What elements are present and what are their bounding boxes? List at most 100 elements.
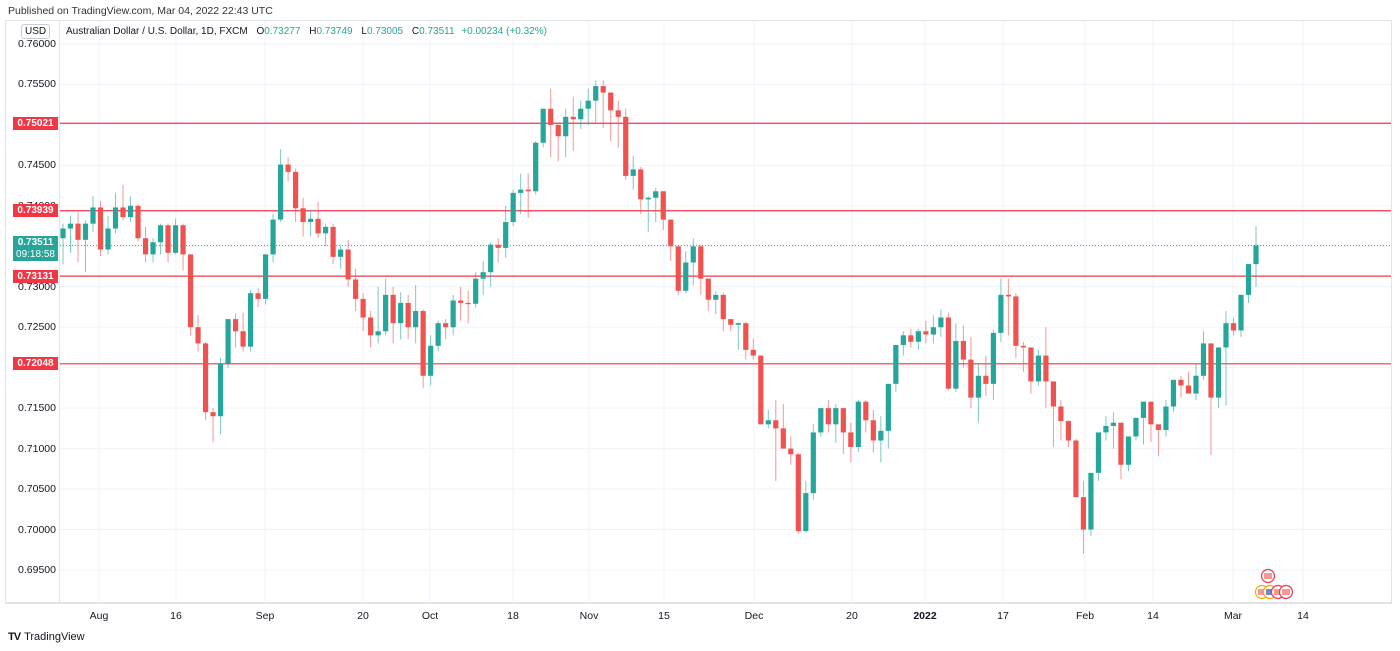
candle-body	[810, 432, 816, 494]
candle-body	[953, 340, 959, 389]
candle-body	[1020, 345, 1027, 348]
candle-body	[660, 191, 666, 220]
candle-body	[1118, 422, 1124, 465]
current-price-value: 0.73511	[17, 237, 54, 248]
candle-body	[848, 432, 854, 447]
candle-body	[67, 223, 74, 229]
candle-body	[668, 219, 674, 247]
candle-body	[157, 225, 164, 243]
candle-body	[945, 317, 951, 389]
candle-body	[713, 294, 719, 300]
high-label: H	[309, 26, 317, 37]
chart-frame	[5, 20, 1392, 603]
flag-glyph-icon	[1258, 589, 1266, 595]
candle-body	[900, 335, 906, 346]
candle-body	[210, 412, 216, 417]
candle-body	[473, 278, 479, 304]
candle-body	[1178, 379, 1184, 386]
candle-body	[1208, 343, 1214, 398]
low-value: 0.73005	[366, 26, 404, 37]
candle-body	[150, 242, 156, 255]
candle-body	[195, 327, 201, 344]
price-axis-divider	[59, 20, 60, 603]
candle-body	[570, 116, 576, 120]
candle-body	[1013, 296, 1019, 346]
candle-body	[1193, 375, 1199, 394]
candle-body	[608, 92, 614, 111]
candle-body	[653, 191, 659, 198]
candle-body	[315, 218, 321, 234]
candle-body	[885, 383, 891, 431]
candle-body	[97, 207, 104, 250]
candle-body	[458, 300, 464, 303]
candle-body	[180, 225, 186, 255]
time-tick-label: Sep	[255, 610, 275, 622]
level-price-label: 0.73939	[13, 204, 58, 218]
time-tick-label: Aug	[89, 610, 109, 622]
candle-body	[683, 262, 689, 291]
candle-body	[1245, 264, 1252, 295]
candle-body	[690, 246, 696, 263]
candle-body	[615, 110, 621, 117]
flag-glyph-icon	[1274, 589, 1282, 595]
candle-body	[675, 246, 681, 291]
time-tick-label: Mar	[1223, 610, 1243, 622]
level-price-label: 0.75021	[13, 116, 58, 130]
candle-body	[863, 401, 869, 421]
candle-body	[443, 323, 449, 328]
candle-body	[285, 164, 291, 172]
candle-body	[510, 192, 516, 223]
candle-body	[533, 142, 539, 192]
candle-body	[413, 311, 419, 328]
published-note: Published on TradingView.com, Mar 04, 20…	[8, 5, 273, 17]
candle-body	[818, 408, 824, 433]
candle-body	[338, 249, 344, 257]
candle-body	[975, 375, 981, 398]
candle-body	[1110, 422, 1117, 426]
candle-body	[488, 244, 494, 273]
candle-body	[1095, 432, 1102, 473]
candle-body	[728, 319, 734, 325]
candle-body	[705, 278, 711, 300]
time-tick-label: Dec	[744, 610, 764, 622]
candle-body	[930, 327, 936, 335]
price-tick-label: 0.70500	[18, 483, 56, 496]
candle-body	[247, 293, 254, 347]
candle-body	[990, 332, 996, 384]
currency-button[interactable]: USD	[21, 24, 51, 39]
candle-body	[1253, 245, 1259, 265]
candle-body	[578, 108, 584, 120]
candle-body	[1125, 436, 1132, 465]
candle-body	[90, 207, 96, 224]
candle-body	[165, 225, 171, 253]
candle-body	[1140, 401, 1147, 418]
time-tick-label: 20	[357, 610, 369, 622]
candle-body	[112, 207, 119, 229]
candle-body	[623, 116, 629, 176]
footer-brand[interactable]: TV TradingView	[8, 631, 85, 643]
price-tick-label: 0.72500	[18, 321, 56, 334]
candle-body	[270, 219, 276, 255]
time-tick-label: Nov	[579, 610, 599, 622]
flag-glyph-icon	[1282, 589, 1290, 595]
candle-body	[743, 323, 749, 350]
candle-body	[390, 294, 396, 324]
candle-body	[120, 207, 126, 218]
candle-body	[788, 448, 794, 455]
price-tick-label: 0.71000	[18, 442, 56, 455]
candle-body	[232, 319, 239, 332]
time-tick-label: 16	[170, 610, 182, 622]
candle-body	[1080, 497, 1087, 530]
candle-body	[1200, 343, 1207, 376]
candle-body	[878, 430, 884, 441]
candle-body	[915, 331, 921, 342]
price-tick-label: 0.71500	[18, 402, 56, 415]
candle-body	[1148, 401, 1154, 425]
time-tick-label: 14	[1147, 610, 1159, 622]
candle-body	[765, 420, 771, 425]
candle-body	[1050, 381, 1057, 407]
candle-body	[983, 375, 989, 384]
time-tick-label: Feb	[1075, 610, 1095, 622]
candle-body	[968, 359, 974, 398]
